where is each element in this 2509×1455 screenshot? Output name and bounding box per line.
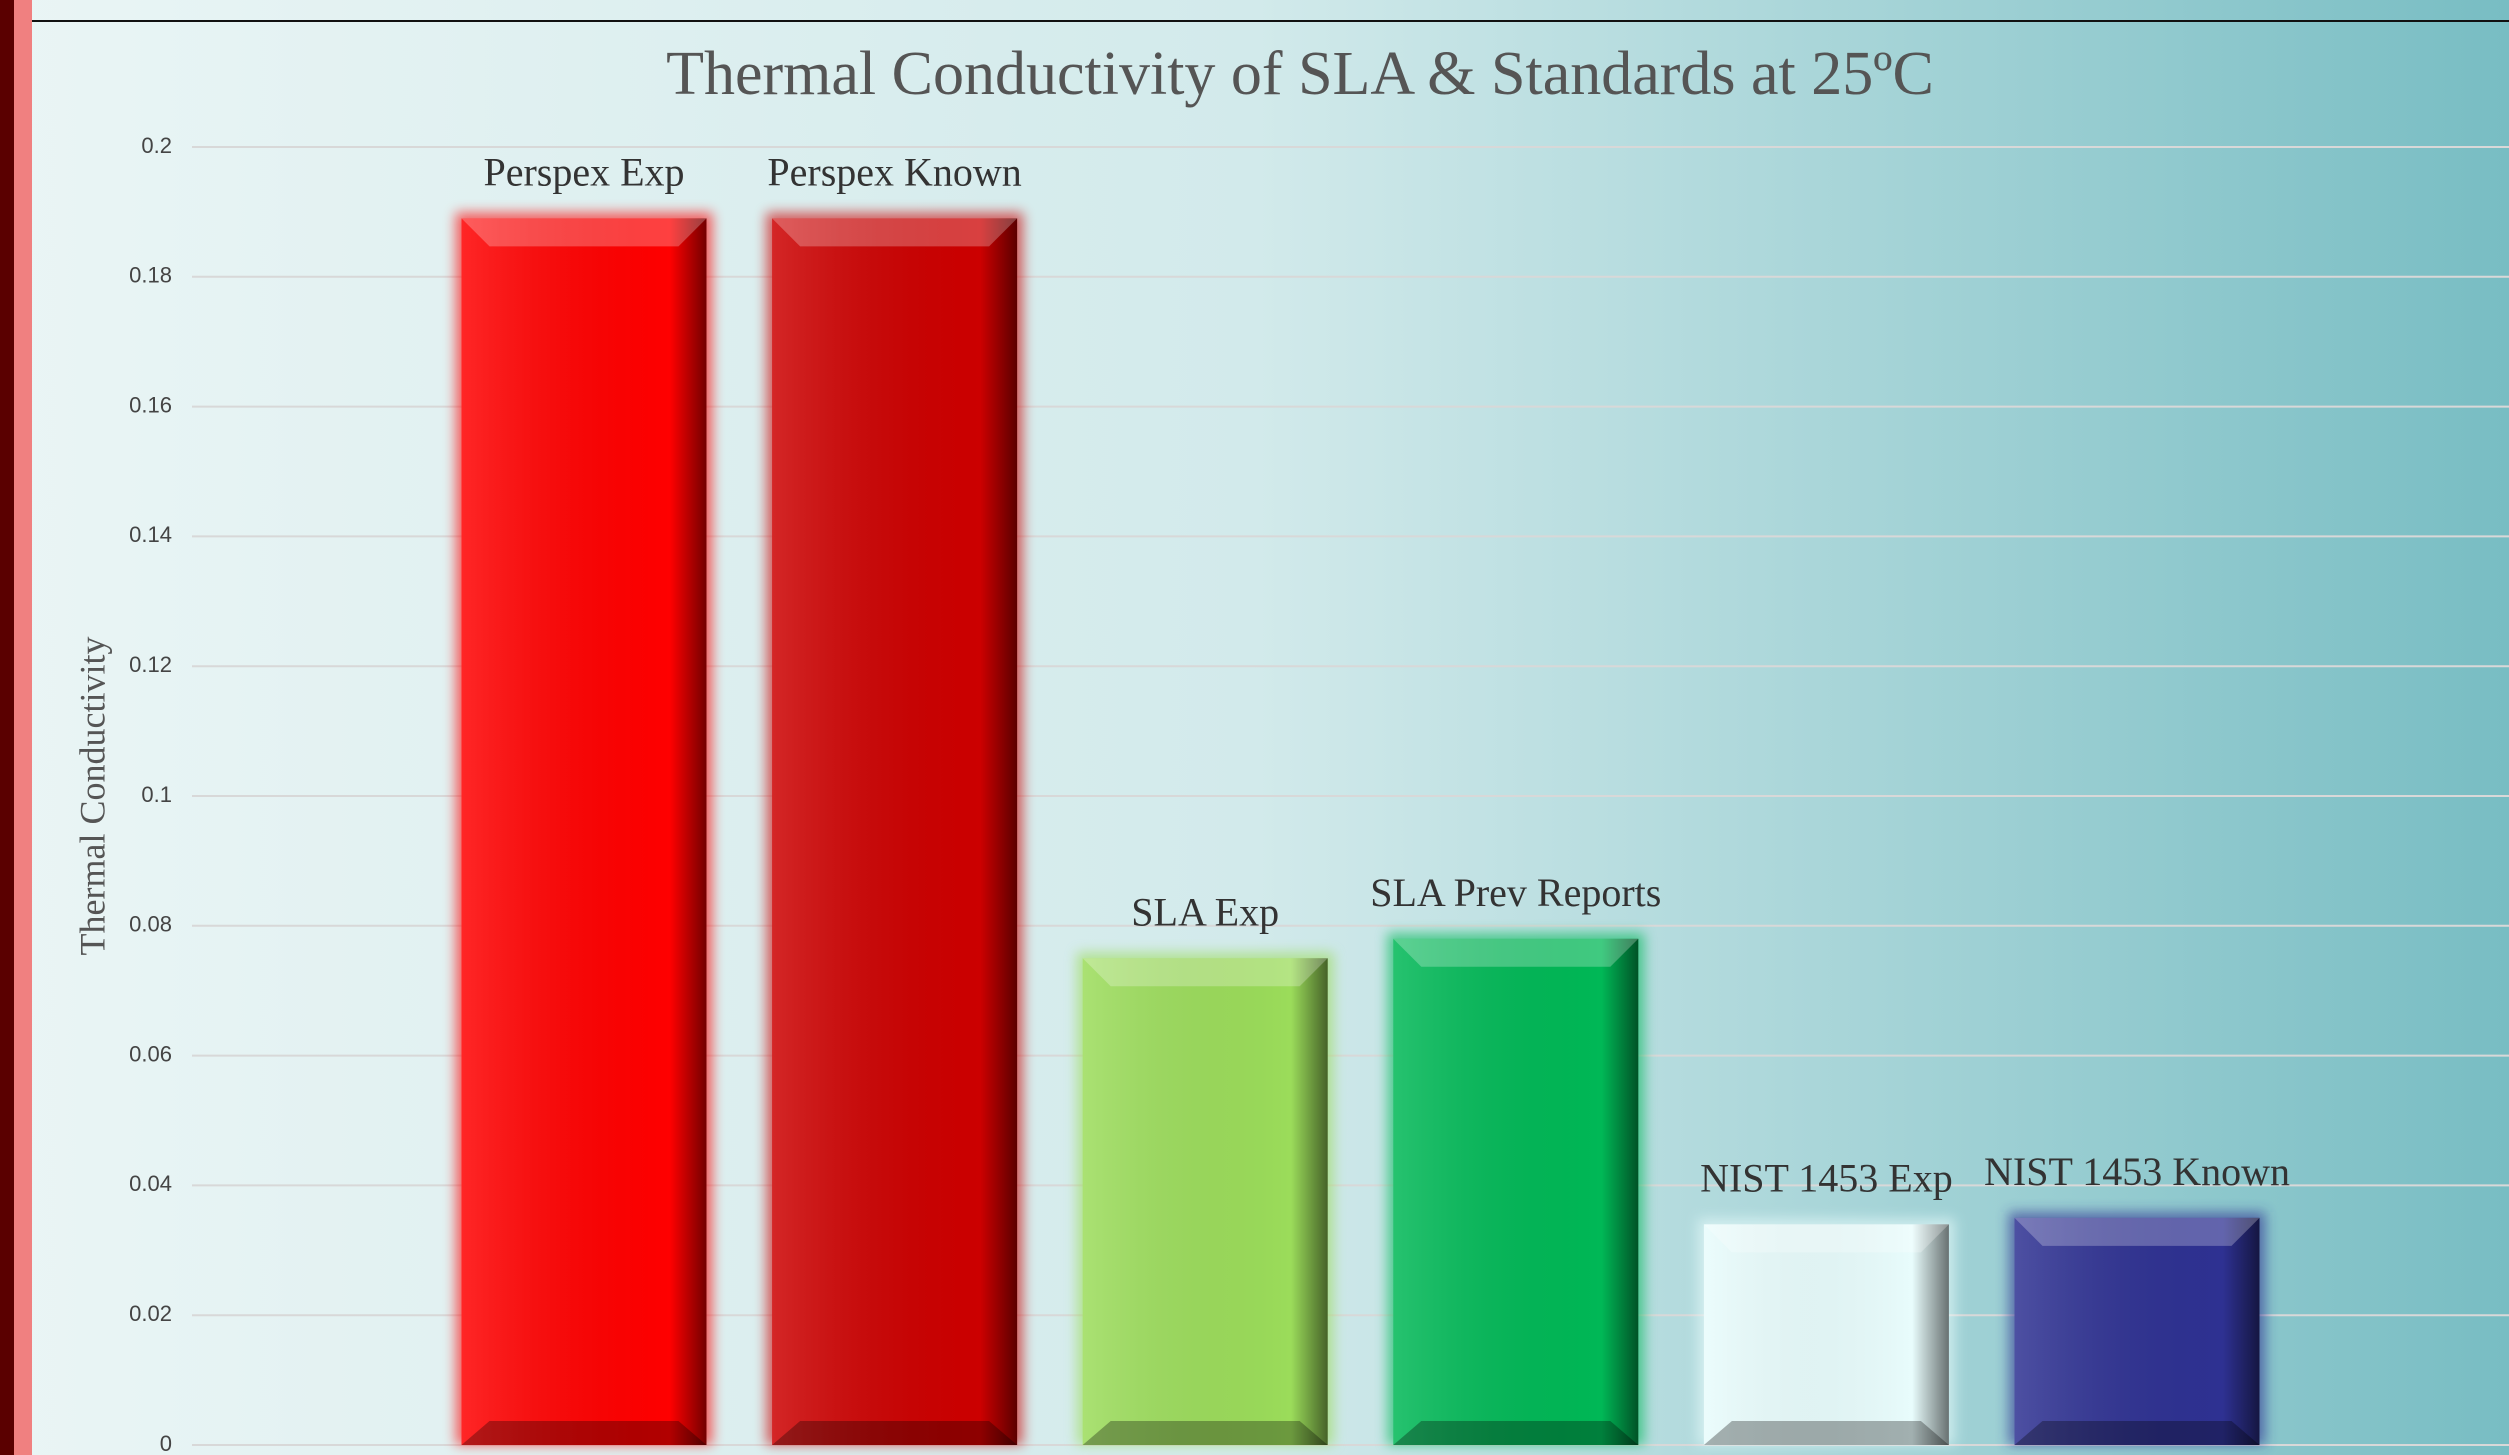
- bar-bevel-bottom: [1082, 1421, 1328, 1445]
- bar-bevel-top: [1393, 938, 1639, 967]
- y-tick-label: 0.14: [129, 522, 172, 547]
- bar-shade: [461, 218, 707, 1445]
- y-tick-label: 0.06: [129, 1041, 172, 1066]
- bar-bevel-bottom: [1393, 1421, 1639, 1445]
- bar-bevel-bottom: [772, 1421, 1018, 1445]
- data-label: NIST 1453 Exp: [1700, 1156, 1953, 1201]
- y-tick-label: 0.2: [141, 133, 172, 158]
- bar-shade: [2014, 1217, 2260, 1445]
- bar-shade: [1082, 958, 1328, 1445]
- bar-shade: [772, 218, 1018, 1445]
- y-tick-label: 0.1: [141, 782, 172, 807]
- y-tick-label: 0.08: [129, 912, 172, 937]
- bar-bevel-top: [2014, 1217, 2260, 1246]
- data-label: NIST 1453 Known: [1984, 1149, 2290, 1194]
- bar-bevel-top: [1703, 1224, 1949, 1253]
- bar-bevel-top: [772, 218, 1018, 247]
- chart-title: Thermal Conductivity of SLA & Standards …: [666, 40, 1934, 108]
- left-edge-dark: [0, 0, 14, 1455]
- bar-bevel-bottom: [1703, 1421, 1949, 1445]
- data-label: Perspex Known: [767, 150, 1021, 195]
- bar-bevel-top: [1082, 958, 1328, 987]
- y-tick-label: 0.12: [129, 652, 172, 677]
- data-label: Perspex Exp: [483, 150, 684, 195]
- bar-shade: [1703, 1224, 1949, 1445]
- y-tick-label: 0: [160, 1431, 172, 1455]
- y-tick-label: 0.18: [129, 263, 172, 288]
- bar-bevel-bottom: [2014, 1421, 2260, 1445]
- bar-bevel-top: [461, 218, 707, 247]
- bar-shade: [1393, 938, 1639, 1445]
- y-tick-label: 0.16: [129, 392, 172, 417]
- bar-bevel-bottom: [461, 1421, 707, 1445]
- y-axis-label: Thermal Conductivity: [72, 637, 112, 956]
- data-label: SLA Exp: [1131, 889, 1279, 934]
- data-label: SLA Prev Reports: [1370, 870, 1661, 915]
- y-tick-label: 0.04: [129, 1171, 172, 1196]
- y-tick-label: 0.02: [129, 1301, 172, 1326]
